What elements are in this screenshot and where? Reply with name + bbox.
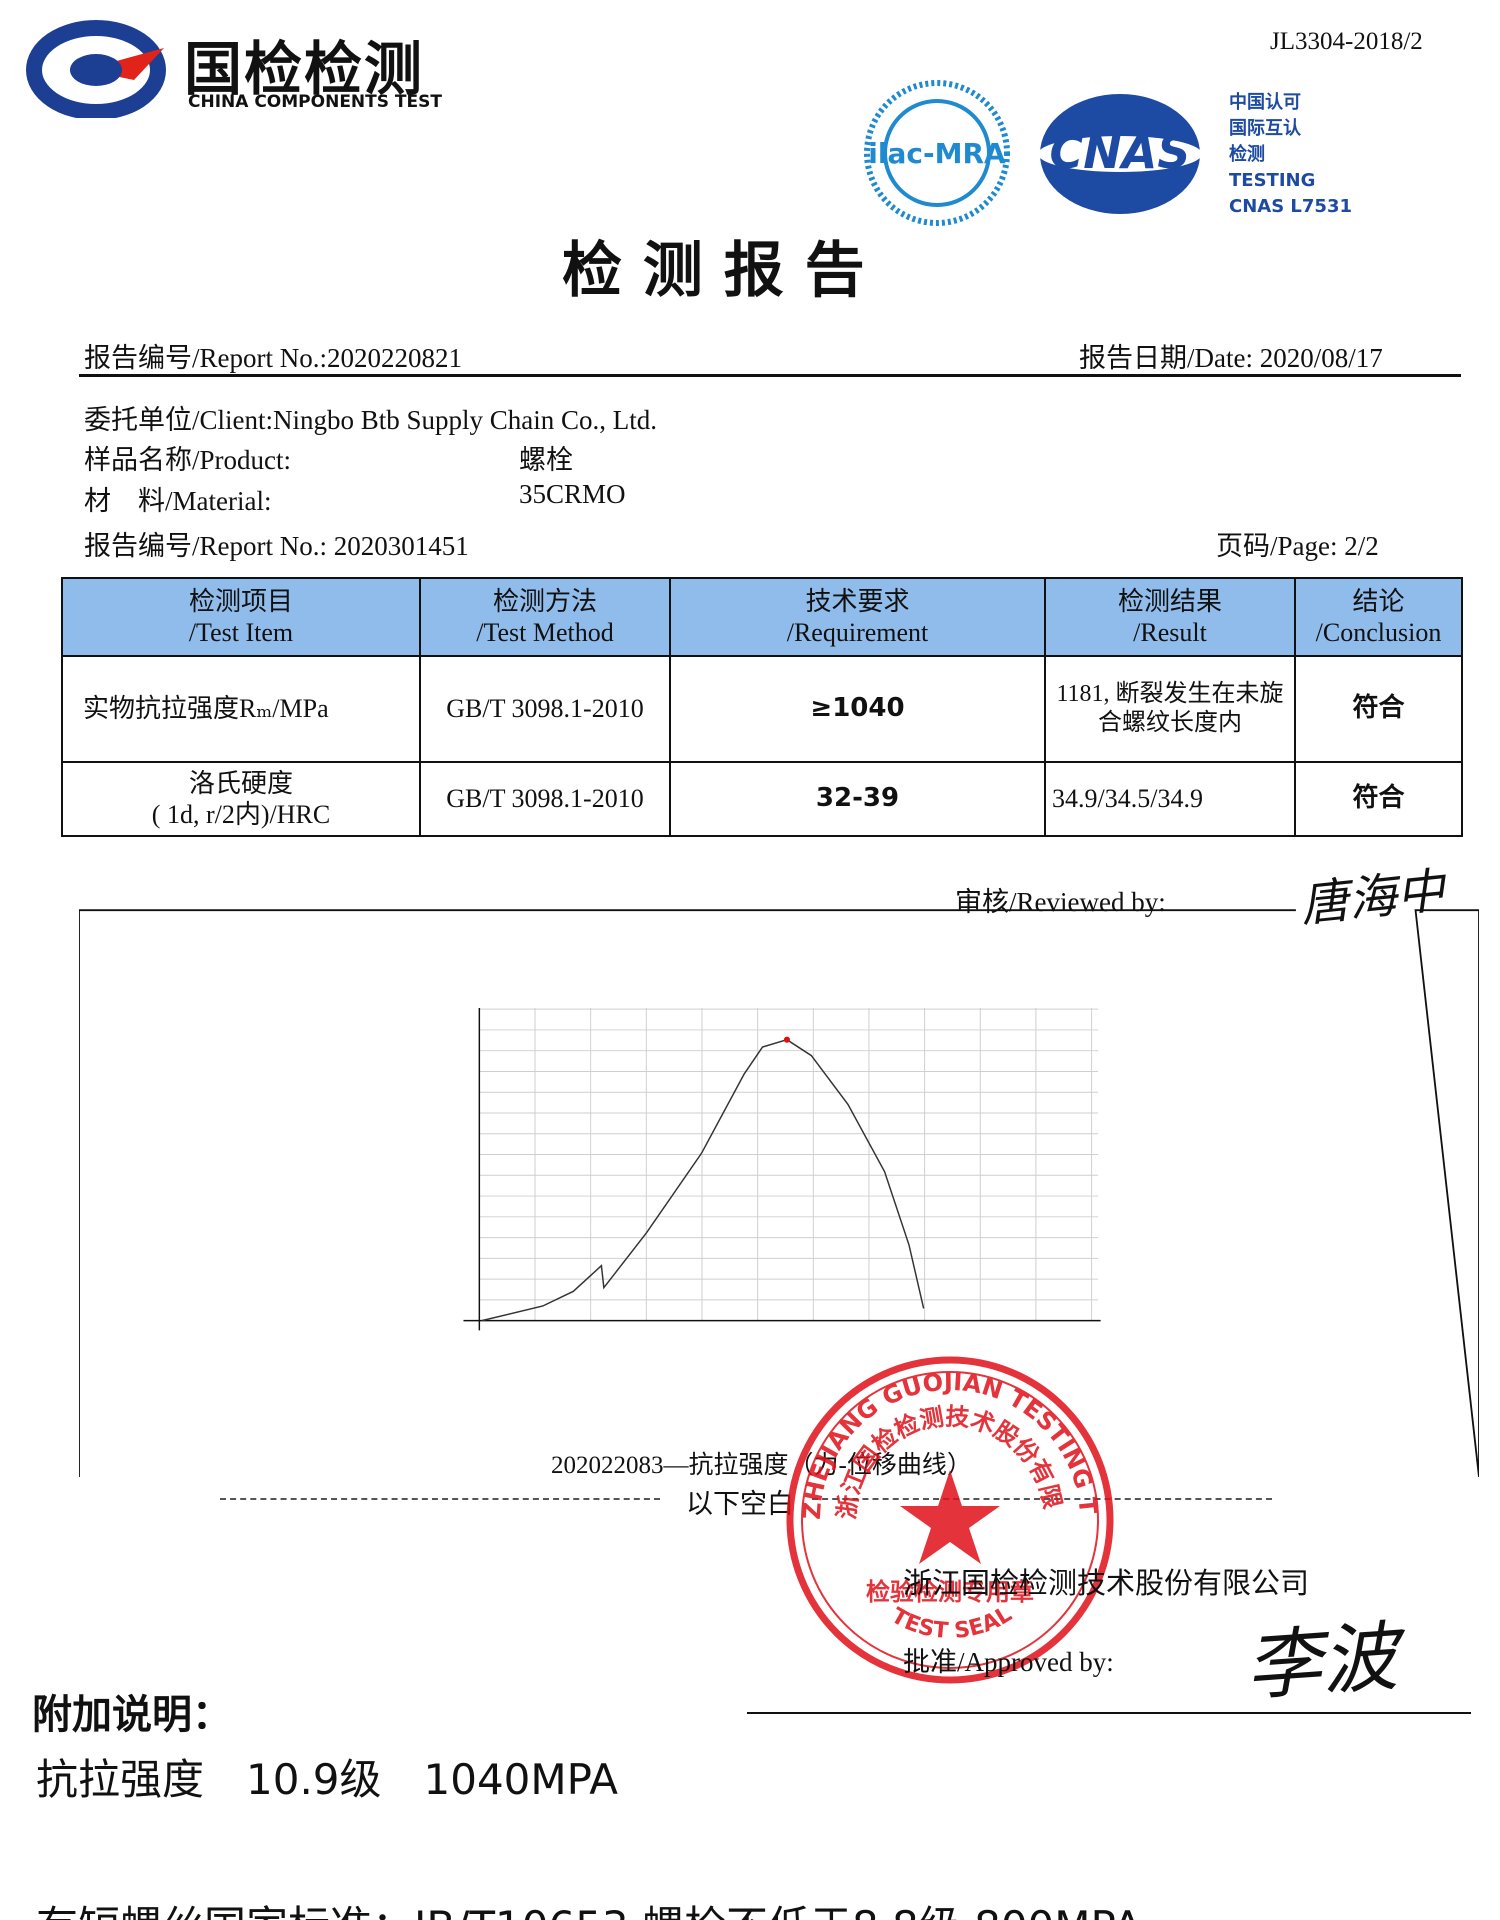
header-cn: 检测方法 [492,586,597,616]
seal-bottom-text: TEST SEAL [887,1602,1016,1644]
curve-figure [79,909,1479,1477]
logo-icon [26,20,166,118]
header-cell: 检测结果/Result [1044,577,1296,657]
header-en: /Result [1133,618,1207,647]
table-row: 实物抗拉强度Rₘ/MPa GB/T 3098.1-2010 ≥1040 1181… [61,655,1463,763]
cell: 34.9/34.5/34.9 [1044,761,1296,837]
page-number: 页码/Page: 2/2 [1216,531,1379,561]
header-rule [79,374,1461,377]
seal-center: 检验检测专用章 [866,1578,1034,1606]
report-no-2: 报告编号/Report No.: 2020301451 [84,531,469,561]
approved-label: 批准/Approved by: [903,1647,1114,1677]
header-en: /Requirement [786,618,929,647]
header-en: /Conclusion [1315,618,1442,647]
results-table: 检测项目/Test Item 检测方法/Test Method 技术要求/Req… [61,577,1463,837]
approver-signature: 李波 [1242,1615,1401,1711]
header-cn: 技术要求 [805,586,910,616]
force-curve [481,1038,925,1322]
figure-frame [79,909,1479,1477]
dash-line [812,1498,1272,1500]
accreditation-text: 中国认可 国际互认 检测 TESTING CNAS L7531 [1229,90,1379,220]
dash-line [220,1498,660,1500]
cell: GB/T 3098.1-2010 [419,761,671,837]
cell-line: 洛氏硬度 [188,768,293,798]
material-label: 材 料/Material: [84,486,272,516]
cell: 32-39 [669,761,1046,837]
report-date: 报告日期/Date: 2020/08/17 [1079,343,1383,373]
cell: 洛氏硬度( 1d, r/2内)/HRC [61,761,421,837]
header-cn: 检测项目 [188,586,293,616]
company-seal: ZHEJIANG GUOJIAN TESTING TECHNOLOGY CO.,… [780,1350,1114,1684]
table-header: 检测项目/Test Item 检测方法/Test Method 技术要求/Req… [61,577,1463,657]
notes-line: 抗拉强度 10.9级 1040MPA [36,1755,619,1804]
cell: GB/T 3098.1-2010 [419,655,671,763]
ilac-text: ilac-MRA [868,137,1006,170]
notes-line: 有短螺丝国家标准：JB/T10653 螺栓不低于8.8级 800MPA [36,1893,1142,1920]
product: 螺栓 [519,445,573,475]
logo-en: CHINA COMPONENTS TEST [188,92,442,112]
accreditation-line: CNAS L7531 [1229,196,1353,217]
cell: 实物抗拉强度Rₘ/MPa [61,655,421,763]
cnas-text: CNAS [1050,125,1191,179]
table-row: 洛氏硬度( 1d, r/2内)/HRC GB/T 3098.1-2010 32-… [61,761,1463,837]
header-cell: 检测项目/Test Item [61,577,421,657]
ilac-logo: ilac-MRA [864,80,1010,226]
cell: 符合 [1294,655,1463,763]
accreditation-line: 检测 [1229,144,1265,165]
blank-note: 以下空白 [686,1489,794,1519]
cell: 符合 [1294,761,1463,837]
approval-rule [747,1712,1471,1714]
notes-title: 附加说明： [32,1692,232,1738]
report-title: 检 测 报 告 [562,236,865,306]
header-cn: 结论 [1352,586,1405,616]
seal-bottom: TEST SEAL [887,1602,1016,1644]
curve-grid [478,1007,1099,1322]
cell: ≥1040 [669,655,1046,763]
cell-line: ( 1d, r/2内)/HRC [151,800,331,829]
logo-cn: 国检检测 [184,35,425,103]
header-en: /Test Method [476,618,614,647]
chart-caption: 202022083—抗拉强度（力-位移曲线） [551,1452,972,1479]
company-name: 浙江国检检测技术股份有限公司 [903,1568,1310,1600]
report-no: 报告编号/Report No.:2020220821 [84,343,462,373]
reviewed-label: 审核/Reviewed by: [955,887,1166,917]
header-cell: 结论/Conclusion [1294,577,1463,657]
client: 委托单位/Client:Ningbo Btb Supply Chain Co.,… [84,405,658,435]
product-label: 样品名称/Product: [84,445,291,475]
header-cell: 技术要求/Requirement [669,577,1046,657]
header-cn: 检测结果 [1117,586,1222,616]
header-cell: 检测方法/Test Method [419,577,671,657]
material: 35CRMO [519,479,626,509]
header-en: /Test Item [188,618,294,647]
accreditation-line: 中国认可 [1229,92,1301,113]
doc-code: JL3304-2018/2 [1270,28,1423,55]
cell: 1181, 断裂发生在未旋合螺纹长度内 [1044,655,1296,763]
peak-point [783,1036,790,1043]
accreditation-line: TESTING [1229,170,1316,191]
accreditation-line: 国际互认 [1229,118,1301,139]
cnas-logo: CNAS [1038,94,1202,214]
